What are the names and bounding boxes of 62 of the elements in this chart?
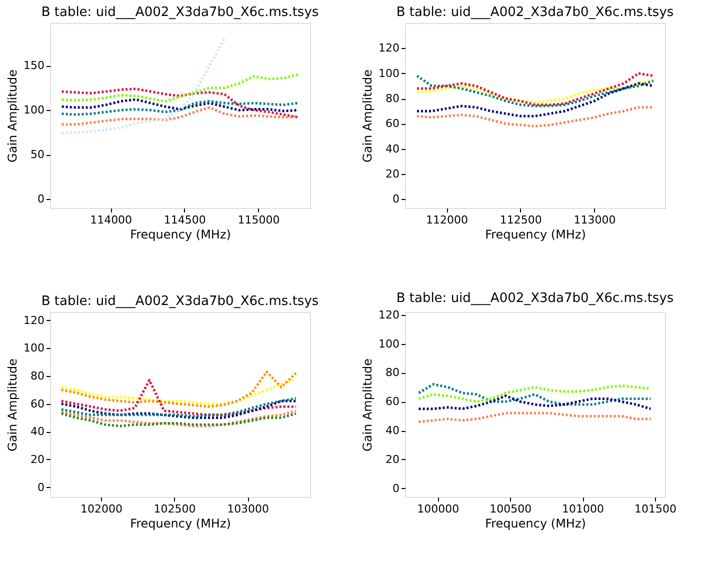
- x-tick-label: 114500: [164, 214, 206, 226]
- chart-title: B table: uid___A002_X3da7b0_X6c.ms.tsys: [41, 294, 319, 309]
- line-series: [60, 378, 298, 416]
- x-axis-title: Frequency (MHz): [130, 228, 231, 242]
- y-tick-label: 40: [30, 425, 44, 438]
- chart-title: B table: uid___A002_X3da7b0_X6c.ms.tsys: [396, 5, 674, 20]
- y-tick-label: 20: [30, 452, 44, 466]
- y-tick-label: 60: [386, 117, 400, 130]
- x-tick-label: 115000: [238, 214, 280, 226]
- y-tick-label: 150: [24, 59, 44, 72]
- x-tick-label: 114000: [90, 214, 132, 226]
- y-tick-label: 120: [378, 42, 400, 55]
- y-tick-label: 100: [378, 66, 400, 80]
- y-tick-label: 60: [30, 397, 44, 410]
- x-tick-label: 100000: [417, 502, 460, 516]
- line-series: [416, 82, 655, 118]
- x-tick-label: 112500: [500, 214, 542, 226]
- y-tick-label: 120: [24, 314, 44, 327]
- x-tick-label: 102500: [154, 502, 196, 516]
- line-series: [60, 100, 300, 116]
- line-series: [418, 412, 652, 424]
- chart-title: B table: uid___A002_X3da7b0_X6c.ms.tsys: [396, 290, 674, 306]
- y-tick-label: 100: [24, 104, 44, 117]
- y-tick-label: 80: [386, 366, 400, 380]
- x-axis-title: Frequency (MHz): [485, 516, 586, 530]
- x-tick-label: 100500: [490, 502, 532, 516]
- y-axis-title: Gain Amplitude: [6, 358, 20, 452]
- line-series: [60, 38, 226, 135]
- y-tick-label: 60: [386, 395, 400, 408]
- y-tick-label: 20: [386, 452, 400, 466]
- x-tick-label: 101500: [634, 502, 676, 516]
- line-series: [418, 394, 652, 410]
- y-axis-title: Gain Amplitude: [6, 70, 20, 162]
- y-tick-label: 40: [386, 424, 400, 438]
- y-tick-label: 0: [38, 480, 44, 494]
- y-tick-label: 80: [30, 369, 44, 382]
- x-tick-label: 113000: [574, 214, 616, 226]
- x-tick-label: 103000: [227, 502, 270, 516]
- y-axis-title: Gain Amplitude: [360, 358, 375, 452]
- x-tick-label: 101000: [562, 502, 604, 516]
- y-tick-label: 80: [386, 92, 400, 106]
- y-tick-label: 50: [30, 148, 44, 162]
- x-axis-title: Frequency (MHz): [485, 228, 586, 242]
- x-tick-label: 102000: [80, 502, 123, 516]
- chart-title: B table: uid___A002_X3da7b0_X6c.ms.tsys: [41, 5, 319, 20]
- line-series: [60, 73, 300, 103]
- y-tick-label: 0: [38, 192, 44, 206]
- line-series: [60, 88, 300, 119]
- y-tick-label: 0: [392, 192, 400, 206]
- x-tick-label: 112000: [426, 214, 468, 226]
- y-tick-label: 20: [386, 168, 400, 181]
- y-axis-title: Gain Amplitude: [360, 70, 375, 162]
- y-tick-label: 100: [24, 342, 44, 355]
- line-series: [60, 98, 300, 112]
- y-tick-label: 0: [392, 482, 400, 495]
- y-tick-label: 120: [378, 308, 400, 322]
- line-series: [416, 106, 655, 128]
- x-axis-title: Frequency (MHz): [130, 516, 231, 530]
- line-series: [60, 378, 298, 406]
- y-tick-label: 40: [386, 142, 400, 156]
- line-series: [60, 370, 298, 408]
- y-tick-label: 100: [378, 337, 400, 350]
